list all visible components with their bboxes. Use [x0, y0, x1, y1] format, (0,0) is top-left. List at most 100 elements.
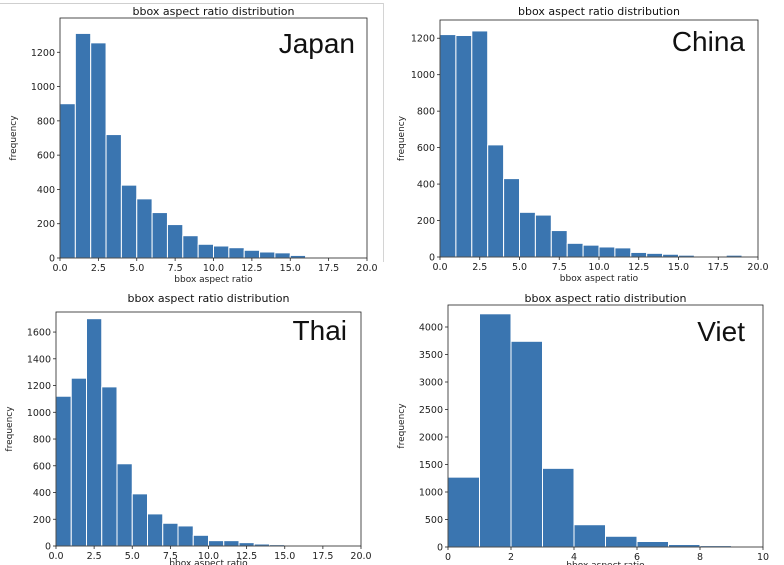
x-tick-label: 5.0 — [125, 551, 140, 562]
histogram-bar — [630, 251, 648, 258]
y-tick-label: 1200 — [31, 48, 55, 59]
x-tick-label: 0.0 — [52, 263, 67, 274]
histogram-bar — [455, 34, 473, 258]
chart-china: 0.0 2.5 5.0 7.5 10.0 12.5 15.0 17.5 20.0 0 200 400 6… — [397, 5, 769, 284]
histogram-bar — [605, 535, 638, 548]
histogram-bar — [86, 318, 103, 547]
chart-title: bbox aspect ratio distribution — [518, 5, 680, 18]
y-axis-label: frequency — [397, 403, 407, 449]
histogram-bar — [177, 525, 194, 547]
histogram-bar — [162, 522, 179, 547]
histogram-bar — [534, 214, 552, 258]
histogram-bar — [259, 251, 276, 259]
country-label: China — [672, 26, 746, 57]
histogram-bar — [197, 243, 214, 259]
y-tick-label: 600 — [417, 143, 435, 154]
histogram-bar — [223, 540, 240, 547]
histogram-bar — [542, 467, 575, 548]
x-tick-label: 0.0 — [48, 551, 63, 562]
x-tick-label: 2.5 — [91, 263, 106, 274]
x-tick-label: 10.0 — [588, 262, 609, 273]
histogram-bar — [582, 244, 600, 258]
chart-viet: 0 2 4 6 8 10 0 500 1000 1500 2000 2500 3000 3500 4000 b… — [397, 292, 769, 565]
x-tick-label: 5.0 — [512, 262, 527, 273]
histogram-bar — [510, 340, 543, 548]
histogram-bar — [182, 235, 199, 259]
histogram-bar — [59, 103, 76, 259]
x-tick-label: 0.0 — [432, 262, 447, 273]
histogram-bar — [213, 245, 230, 259]
y-tick-label: 1400 — [27, 354, 51, 365]
y-tick-label: 800 — [33, 435, 51, 446]
x-tick-label: 12.5 — [236, 551, 257, 562]
histogram-bar — [503, 178, 521, 258]
histogram-bar — [636, 541, 669, 548]
country-label: Japan — [279, 28, 355, 59]
y-tick-label: 400 — [417, 180, 435, 191]
x-tick-label: 15.0 — [274, 551, 295, 562]
histogram-bar — [662, 253, 679, 258]
y-tick-label: 1500 — [419, 460, 443, 471]
x-tick-label: 2.5 — [87, 551, 102, 562]
y-tick-label: 200 — [33, 515, 51, 526]
histogram-bar — [55, 395, 72, 547]
histogram-bar — [151, 212, 168, 259]
y-tick-label: 0 — [429, 253, 435, 264]
y-tick-label: 2000 — [419, 433, 443, 444]
histogram-bar — [116, 463, 133, 547]
x-tick-label: 17.5 — [708, 262, 729, 273]
x-tick-label: 20.0 — [350, 551, 371, 562]
y-tick-label: 400 — [37, 185, 55, 196]
y-tick-label: 0 — [49, 254, 55, 265]
x-tick-label: 12.5 — [241, 263, 262, 274]
histogram-bar — [550, 230, 568, 258]
histogram-bar — [147, 513, 164, 547]
x-tick-label: 15.0 — [280, 263, 301, 274]
x-tick-label: 10.0 — [203, 263, 224, 274]
histogram-bar — [105, 134, 122, 259]
x-tick-label: 8 — [697, 552, 703, 563]
x-tick-label: 20.0 — [356, 263, 377, 274]
y-tick-label: 1000 — [419, 488, 443, 499]
x-axis-label: bbox aspect ratio — [566, 561, 645, 565]
chart-title: bbox aspect ratio distribution — [128, 292, 290, 305]
histogram-bar — [598, 246, 616, 258]
y-tick-label: 4000 — [419, 323, 443, 334]
histogram-bar — [166, 224, 184, 259]
histogram-bar — [238, 542, 255, 547]
y-tick-label: 600 — [37, 151, 55, 162]
histogram-bar — [101, 386, 118, 547]
x-tick-label: 7.5 — [163, 551, 178, 562]
histogram-bar — [519, 211, 536, 258]
x-tick-label: 7.5 — [552, 262, 567, 273]
y-tick-label: 1200 — [411, 34, 435, 45]
histogram-bar — [74, 32, 92, 259]
y-tick-label: 0 — [45, 542, 51, 553]
y-tick-label: 1000 — [31, 82, 55, 93]
y-tick-label: 1000 — [411, 70, 435, 81]
chart-japan: 0.0 2.5 5.0 7.5 10.0 12.5 15.0 17.5 20.0 0 200 400 6… — [9, 5, 378, 285]
histogram-bar — [70, 377, 87, 547]
histogram-bar — [487, 144, 505, 258]
y-tick-label: 3000 — [419, 378, 443, 389]
chart-title: bbox aspect ratio distribution — [525, 292, 687, 305]
histogram-bar — [447, 476, 480, 548]
histogram-bar — [208, 540, 225, 547]
chart-title: bbox aspect ratio distribution — [133, 5, 295, 18]
histogram-bar — [136, 198, 153, 259]
y-tick-label: 200 — [37, 219, 55, 230]
y-tick-label: 800 — [417, 107, 435, 118]
y-tick-label: 1200 — [27, 381, 51, 392]
x-tick-label: 17.5 — [312, 551, 333, 562]
y-axis-label: frequency — [397, 115, 407, 161]
histogram-bar — [479, 313, 512, 548]
chart-thai: 0.0 2.5 5.0 7.5 10.0 12.5 15.0 17.5 20.0 0 200 400 6… — [5, 292, 372, 565]
histogram-bar — [228, 247, 245, 259]
histogram-bar — [274, 252, 291, 259]
x-tick-label: 15.0 — [668, 262, 689, 273]
x-tick-label: 10.0 — [198, 551, 219, 562]
x-axis-label: bbox aspect ratio — [169, 559, 248, 565]
x-tick-label: 10 — [757, 552, 769, 563]
histogram-bar — [439, 34, 457, 258]
country-label: Thai — [293, 315, 347, 346]
